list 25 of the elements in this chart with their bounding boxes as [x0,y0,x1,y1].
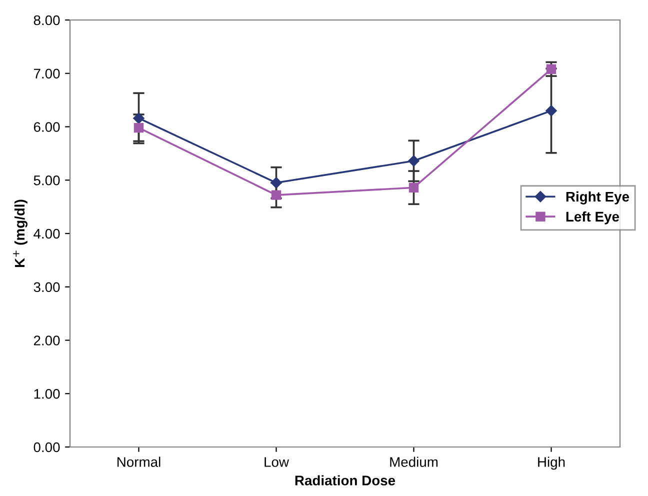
legend-label: Left Eye [566,211,620,224]
y-tick-label: 4.00 [34,228,60,239]
x-tick-label: Normal [118,456,160,467]
x-axis-title: Radiation Dose [295,475,396,486]
y-tick-label: 3.00 [34,282,60,292]
x-tick-label: High [538,456,565,470]
y-tick-label: 1.00 [34,388,60,399]
point [270,177,282,188]
point [134,122,144,133]
point [546,105,557,116]
x-tick-label: Medium [390,456,438,467]
y-tick-label: 8.00 [34,15,60,26]
point [271,190,282,200]
point [133,112,144,124]
y-tick-label: 2.00 [34,336,60,346]
point [408,182,419,192]
y-tick-label: 7.00 [34,68,60,79]
y-tick-label: 6.00 [34,122,60,132]
y-tick-label: 5.00 [34,175,60,186]
point [408,155,420,167]
point [546,64,556,74]
legend-label: Right Eye [566,191,630,204]
x-tick-label: Low [264,457,290,467]
y-tick-label: 0.00 [34,442,60,452]
y-axis-title: K$^{+}$ (mg/dl) [13,200,28,268]
